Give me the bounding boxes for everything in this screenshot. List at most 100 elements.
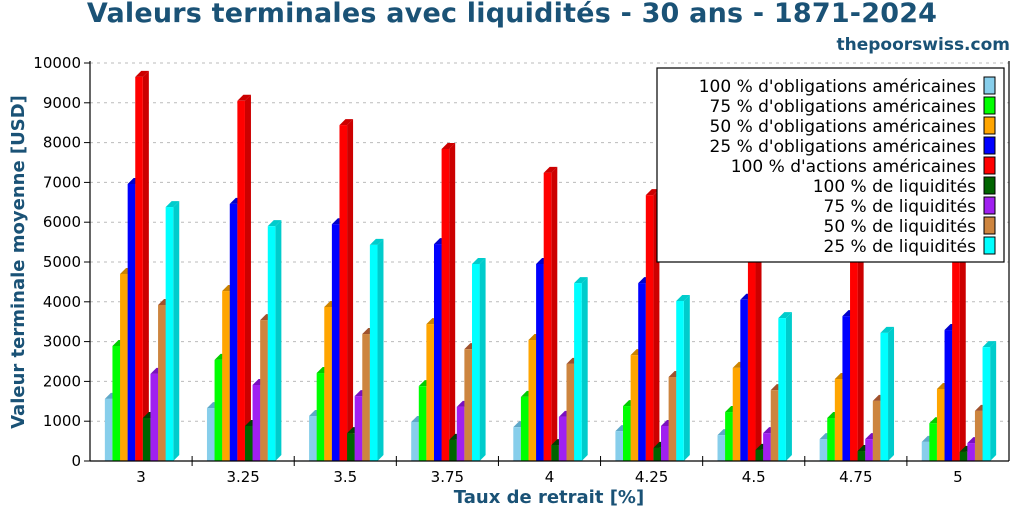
bar-front (339, 125, 348, 461)
y-tick-label: 4000 (43, 293, 81, 311)
bar-front (819, 439, 828, 461)
bar-front (936, 388, 945, 461)
bar (165, 201, 180, 462)
bars (104, 70, 997, 462)
bar-front (725, 412, 733, 461)
bar (267, 220, 282, 461)
bar-front (929, 423, 937, 461)
bar-front (150, 373, 159, 461)
bar-front (668, 377, 677, 461)
bar-top (676, 295, 690, 302)
x-tick-label: 4.25 (635, 468, 668, 486)
bar-side (173, 201, 180, 462)
bar-top (880, 326, 895, 333)
bar-top (441, 142, 456, 149)
bar-front (763, 433, 771, 461)
bar-front (747, 216, 756, 461)
bar-front (842, 316, 851, 461)
bar-front (528, 340, 537, 461)
legend-label: 100 % d'obligations américaines (699, 77, 976, 97)
legend-label: 100 % d'actions américaines (731, 157, 976, 177)
bar-front (880, 332, 889, 461)
legend-swatch (983, 176, 996, 195)
bar-front (974, 410, 983, 461)
bar-front (732, 367, 741, 461)
bar-side (244, 94, 251, 461)
bar-side (551, 166, 558, 461)
legend-label: 50 % d'obligations américaines (710, 117, 977, 137)
bar-side (857, 230, 864, 461)
bar-front (267, 226, 276, 461)
bar-front (615, 431, 624, 461)
legend-item: 50 % de liquidités (824, 216, 996, 237)
x-tick-label: 4.75 (839, 468, 872, 486)
bar-side (275, 220, 282, 461)
y-tick-label: 6000 (43, 213, 81, 231)
legend-swatch (983, 136, 996, 155)
bar-front (369, 244, 378, 461)
bar-front (237, 100, 245, 461)
bar-front (944, 330, 953, 461)
bar-side (990, 341, 997, 461)
legend-label: 25 % de liquidités (824, 237, 977, 257)
bar-top (339, 119, 354, 126)
bar-front (165, 207, 174, 461)
bar-front (309, 416, 317, 461)
legend-label: 50 % de liquidités (824, 217, 977, 237)
bar-front (112, 345, 121, 461)
bar-front (411, 421, 419, 461)
legend-swatch (983, 236, 996, 255)
bar-front (717, 435, 726, 461)
y-tick-label: 2000 (43, 372, 81, 390)
bar-front (347, 433, 355, 461)
bar-front (471, 263, 480, 461)
x-tick-label: 3.5 (333, 468, 357, 486)
legend-box (656, 67, 1005, 263)
bar-front (449, 439, 457, 461)
bar-front (331, 224, 340, 461)
legend-label: 75 % de liquidités (824, 197, 977, 217)
bar-side (479, 257, 486, 461)
bar-front (952, 256, 960, 461)
y-tick-label: 9000 (43, 94, 81, 112)
x-tick-label: 3.75 (431, 468, 464, 486)
bar-front (574, 283, 582, 461)
bar-side (785, 312, 792, 461)
bar-front (872, 400, 881, 461)
legend-item: 75 % de liquidités (824, 196, 996, 217)
site-watermark: thepoorswiss.com (836, 35, 1011, 55)
bar-front (252, 384, 261, 461)
y-tick-label: 8000 (43, 134, 81, 152)
x-axis-title: Taux de retrait [%] (454, 487, 644, 508)
y-tick-label: 10000 (33, 54, 81, 72)
bar-front (865, 439, 873, 461)
bar-front (770, 390, 779, 461)
bar-front (206, 408, 215, 461)
x-tick-label: 3.25 (226, 468, 259, 486)
bar-top (369, 238, 384, 245)
y-tick-label: 3000 (43, 333, 81, 351)
bar-front (120, 273, 128, 461)
bar-front (921, 441, 930, 461)
bar-front (543, 172, 552, 461)
x-tick-labels: 3 3.25 3.5 3.75 4 4.25 4.5 4.75 5 (136, 468, 962, 486)
y-tick-label: 0 (71, 452, 81, 470)
bar-front (244, 425, 253, 461)
legend-item: 100 % d'obligations américaines (699, 76, 996, 97)
legend-item: 75 % d'obligations américaines (710, 96, 996, 117)
bar-side (142, 70, 149, 462)
bar-front (967, 443, 975, 461)
bar-front (520, 396, 529, 461)
bar-front (536, 263, 544, 461)
legend-swatch (983, 116, 996, 135)
bar-front (229, 203, 238, 461)
bar (369, 238, 384, 461)
bar (574, 277, 588, 461)
bar-front (426, 324, 434, 461)
axes (84, 61, 1010, 466)
bar-front (316, 373, 325, 461)
bar (135, 70, 149, 462)
bar-front (135, 76, 143, 462)
bar-front (433, 244, 442, 461)
bar-front (566, 363, 575, 461)
